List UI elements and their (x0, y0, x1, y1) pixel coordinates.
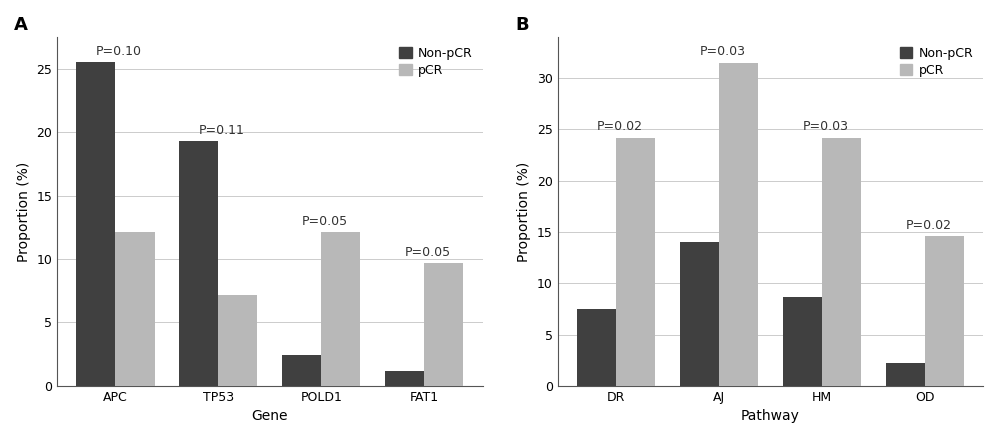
Bar (282, 356, 321, 386)
Text: A: A (14, 16, 28, 34)
Text: P=0.05: P=0.05 (405, 246, 451, 259)
Text: B: B (515, 16, 529, 34)
Y-axis label: Proportion (%): Proportion (%) (517, 161, 531, 262)
Legend: Non-pCR, pCR: Non-pCR, pCR (896, 43, 977, 81)
Bar (424, 263, 463, 386)
Text: P=0.10: P=0.10 (96, 45, 142, 58)
Bar (783, 297, 822, 386)
Legend: Non-pCR, pCR: Non-pCR, pCR (395, 43, 476, 81)
Bar (115, 232, 155, 386)
Bar (218, 294, 257, 386)
Bar (385, 370, 424, 386)
Text: P=0.02: P=0.02 (597, 121, 643, 133)
Bar (822, 138, 861, 386)
Bar (719, 62, 758, 386)
Bar (886, 363, 925, 386)
Text: P=0.11: P=0.11 (199, 124, 245, 137)
Bar (680, 242, 719, 386)
Text: P=0.03: P=0.03 (699, 45, 745, 59)
Bar (925, 236, 964, 386)
Bar (577, 309, 616, 386)
Text: P=0.03: P=0.03 (802, 121, 848, 133)
Y-axis label: Proportion (%): Proportion (%) (17, 161, 31, 262)
Text: P=0.02: P=0.02 (905, 219, 951, 232)
Bar (616, 138, 655, 386)
Bar (76, 62, 115, 386)
Bar (179, 141, 218, 386)
X-axis label: Pathway: Pathway (741, 409, 800, 423)
X-axis label: Gene: Gene (252, 409, 288, 423)
Text: P=0.05: P=0.05 (302, 215, 348, 228)
Bar (321, 232, 360, 386)
